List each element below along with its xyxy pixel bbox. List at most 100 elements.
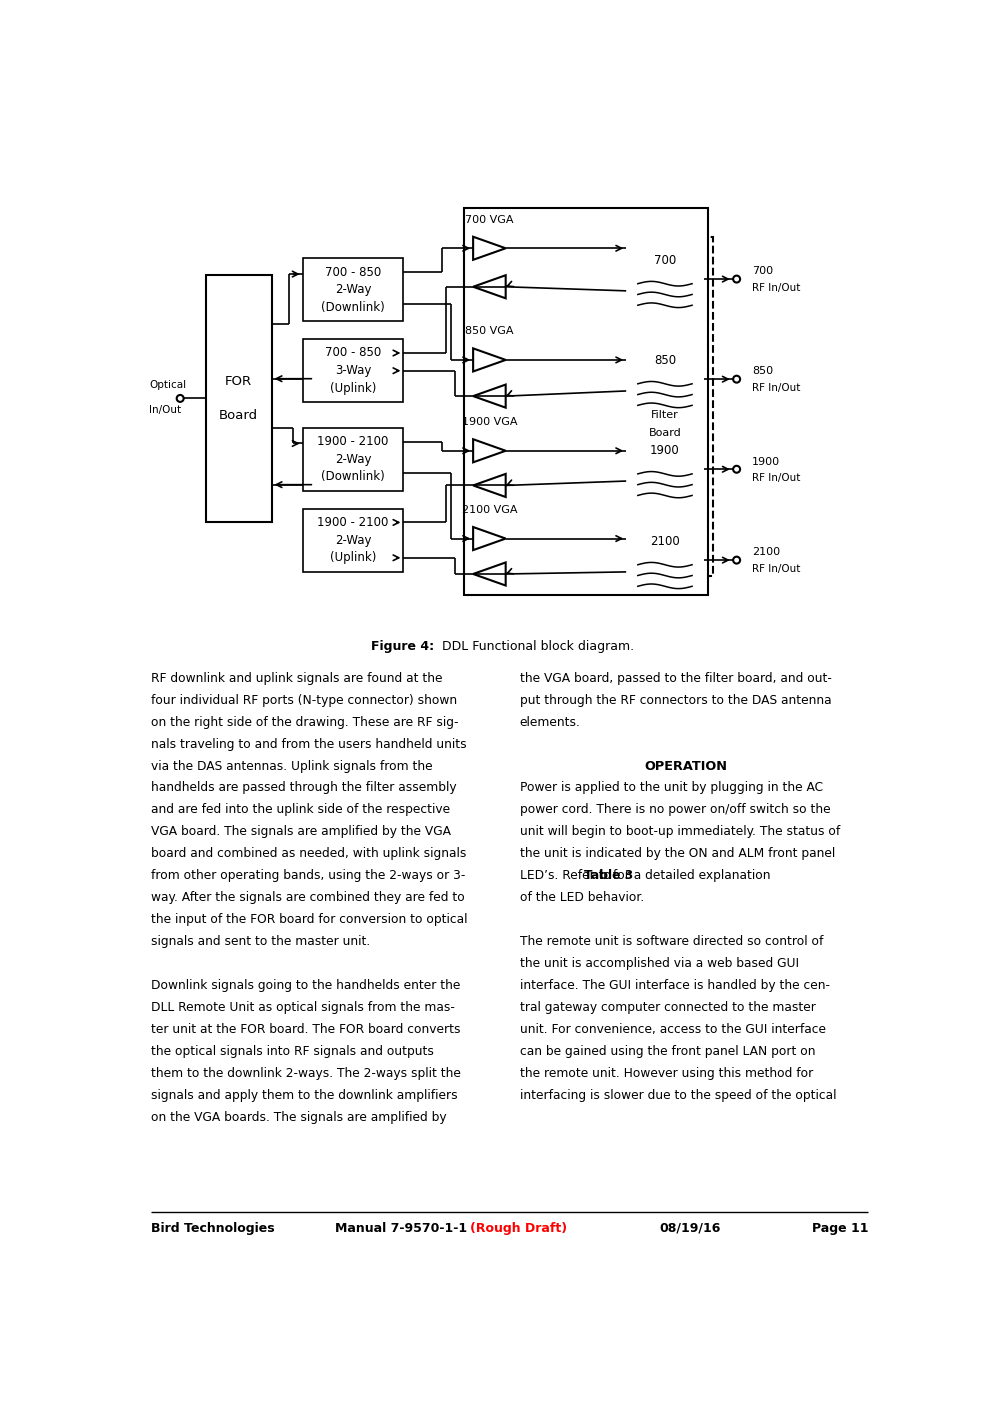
Text: Filter: Filter [650, 410, 678, 420]
Text: VGA board. The signals are amplified by the VGA: VGA board. The signals are amplified by … [151, 825, 451, 838]
FancyBboxPatch shape [463, 208, 707, 594]
Text: the unit is indicated by the ON and ALM front panel: the unit is indicated by the ON and ALM … [519, 848, 834, 860]
Text: 700: 700 [653, 253, 675, 266]
FancyBboxPatch shape [467, 521, 511, 591]
Text: Optical: Optical [149, 380, 186, 390]
Text: 850: 850 [653, 353, 675, 367]
Text: 700 VGA: 700 VGA [464, 215, 513, 225]
FancyBboxPatch shape [625, 346, 703, 413]
FancyBboxPatch shape [625, 246, 703, 311]
Text: RF In/Out: RF In/Out [751, 473, 800, 483]
Text: (Rough Draft): (Rough Draft) [469, 1222, 567, 1235]
Text: from other operating bands, using the 2-ways or 3-: from other operating bands, using the 2-… [151, 869, 465, 883]
FancyBboxPatch shape [302, 258, 403, 321]
Text: tral gateway computer connected to the master: tral gateway computer connected to the m… [519, 1001, 815, 1014]
Text: DLL Remote Unit as optical signals from the mas-: DLL Remote Unit as optical signals from … [151, 1001, 455, 1014]
FancyBboxPatch shape [302, 508, 403, 572]
Text: interfacing is slower due to the speed of the optical: interfacing is slower due to the speed o… [519, 1088, 835, 1101]
Text: In/Out: In/Out [149, 406, 181, 415]
Text: Downlink signals going to the handhelds enter the: Downlink signals going to the handhelds … [151, 979, 460, 993]
Text: unit will begin to boot-up immediately. The status of: unit will begin to boot-up immediately. … [519, 825, 839, 838]
FancyBboxPatch shape [616, 237, 713, 576]
Text: elements.: elements. [519, 715, 580, 729]
Text: 2-Way: 2-Way [334, 534, 371, 546]
Text: via the DAS antennas. Uplink signals from the: via the DAS antennas. Uplink signals fro… [151, 759, 432, 773]
Text: (Downlink): (Downlink) [321, 470, 385, 483]
Text: 850 VGA: 850 VGA [464, 327, 513, 337]
Text: them to the downlink 2-ways. The 2-ways split the: them to the downlink 2-ways. The 2-ways … [151, 1067, 461, 1080]
Text: 1900: 1900 [649, 444, 679, 456]
Text: on the VGA boards. The signals are amplified by: on the VGA boards. The signals are ampli… [151, 1111, 446, 1124]
Text: 850: 850 [751, 366, 772, 376]
Text: the optical signals into RF signals and outputs: the optical signals into RF signals and … [151, 1045, 434, 1057]
Text: RF downlink and uplink signals are found at the: RF downlink and uplink signals are found… [151, 672, 442, 684]
Text: 3-Way: 3-Way [334, 365, 371, 377]
Text: handhelds are passed through the filter assembly: handhelds are passed through the filter … [151, 781, 456, 794]
Text: RF In/Out: RF In/Out [751, 565, 800, 574]
Text: (Downlink): (Downlink) [321, 301, 385, 314]
Text: 2100 VGA: 2100 VGA [461, 505, 517, 515]
Text: put through the RF connectors to the DAS antenna: put through the RF connectors to the DAS… [519, 694, 830, 707]
Text: power cord. There is no power on/off switch so the: power cord. There is no power on/off swi… [519, 804, 829, 817]
Text: the remote unit. However using this method for: the remote unit. However using this meth… [519, 1067, 812, 1080]
Circle shape [733, 466, 740, 473]
Text: 1900 VGA: 1900 VGA [461, 417, 517, 427]
Text: 08/19/16: 08/19/16 [659, 1222, 720, 1235]
FancyBboxPatch shape [625, 528, 703, 593]
Text: Table 3: Table 3 [583, 869, 633, 883]
FancyBboxPatch shape [206, 275, 271, 521]
FancyBboxPatch shape [302, 339, 403, 403]
Text: Page 11: Page 11 [811, 1222, 868, 1235]
Text: 700 - 850: 700 - 850 [325, 346, 381, 359]
Text: Manual 7-9570-1-1: Manual 7-9570-1-1 [335, 1222, 467, 1235]
Text: ter unit at the FOR board. The FOR board converts: ter unit at the FOR board. The FOR board… [151, 1022, 460, 1036]
Circle shape [177, 396, 184, 401]
Text: nals traveling to and from the users handheld units: nals traveling to and from the users han… [151, 738, 466, 750]
Text: on the right side of the drawing. These are RF sig-: on the right side of the drawing. These … [151, 715, 458, 729]
Text: 1900 - 2100: 1900 - 2100 [317, 515, 389, 529]
FancyBboxPatch shape [467, 344, 511, 413]
Text: DDL Functional block diagram.: DDL Functional block diagram. [437, 639, 634, 653]
Text: and are fed into the uplink side of the respective: and are fed into the uplink side of the … [151, 804, 450, 817]
Text: 1900: 1900 [751, 456, 779, 466]
Text: 1900 - 2100: 1900 - 2100 [317, 435, 389, 448]
Text: the VGA board, passed to the filter board, and out-: the VGA board, passed to the filter boar… [519, 672, 831, 684]
Text: way. After the signals are combined they are fed to: way. After the signals are combined they… [151, 891, 465, 904]
Text: Bird Technologies: Bird Technologies [151, 1222, 275, 1235]
Text: signals and apply them to the downlink amplifiers: signals and apply them to the downlink a… [151, 1088, 457, 1101]
Circle shape [733, 276, 740, 283]
Circle shape [733, 556, 740, 563]
Text: RF In/Out: RF In/Out [751, 283, 800, 293]
Text: 700: 700 [751, 266, 772, 276]
FancyBboxPatch shape [467, 434, 511, 503]
Text: (Uplink): (Uplink) [329, 552, 376, 565]
Text: board and combined as needed, with uplink signals: board and combined as needed, with uplin… [151, 848, 466, 860]
FancyBboxPatch shape [625, 436, 703, 503]
Text: 700 - 850: 700 - 850 [325, 266, 381, 279]
Text: LED’s. Refer to: LED’s. Refer to [519, 869, 614, 883]
Text: for a detailed explanation: for a detailed explanation [609, 869, 770, 883]
Text: the unit is accomplished via a web based GUI: the unit is accomplished via a web based… [519, 957, 798, 970]
Text: OPERATION: OPERATION [644, 759, 727, 773]
Text: signals and sent to the master unit.: signals and sent to the master unit. [151, 935, 371, 948]
Text: unit. For convenience, access to the GUI interface: unit. For convenience, access to the GUI… [519, 1022, 825, 1036]
Text: Figure 4:: Figure 4: [371, 639, 434, 653]
Text: The remote unit is software directed so control of: The remote unit is software directed so … [519, 935, 822, 948]
Text: 2100: 2100 [751, 548, 779, 558]
FancyBboxPatch shape [467, 231, 511, 304]
Text: Board: Board [219, 408, 258, 422]
FancyBboxPatch shape [302, 428, 403, 491]
Text: interface. The GUI interface is handled by the cen-: interface. The GUI interface is handled … [519, 979, 829, 993]
Text: can be gained using the front panel LAN port on: can be gained using the front panel LAN … [519, 1045, 814, 1057]
Text: of the LED behavior.: of the LED behavior. [519, 891, 643, 904]
Text: 2-Way: 2-Way [334, 283, 371, 296]
Text: four individual RF ports (N-type connector) shown: four individual RF ports (N-type connect… [151, 694, 457, 707]
Text: RF In/Out: RF In/Out [751, 383, 800, 393]
Text: (Uplink): (Uplink) [329, 382, 376, 394]
Text: FOR: FOR [225, 375, 252, 389]
Text: 2-Way: 2-Way [334, 453, 371, 466]
Text: the input of the FOR board for conversion to optical: the input of the FOR board for conversio… [151, 914, 467, 926]
Text: Board: Board [648, 428, 681, 438]
Text: 2100: 2100 [649, 535, 679, 548]
Circle shape [733, 376, 740, 383]
